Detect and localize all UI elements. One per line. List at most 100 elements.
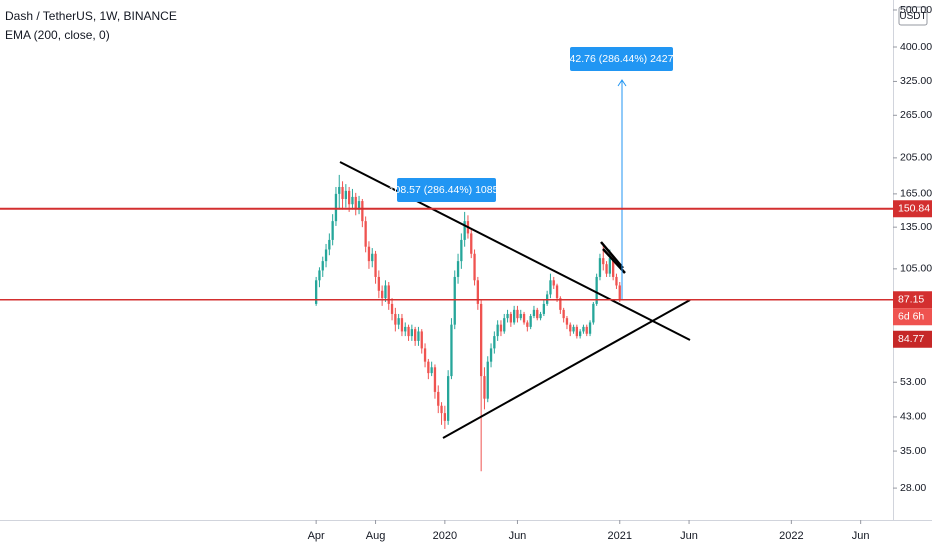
currency-label[interactable]: USDT (899, 11, 926, 22)
candle-body (351, 196, 354, 205)
candle-body (456, 261, 460, 277)
candle-body (407, 326, 410, 337)
candle-body (489, 348, 493, 362)
y-tick-label: 165.00 (900, 188, 932, 200)
countdown-label: 6d 6h (898, 311, 924, 323)
x-tick-label: 2022 (779, 530, 803, 542)
plot-area (314, 174, 621, 472)
candle-body (321, 261, 324, 271)
candle-body (536, 309, 539, 319)
candle-body (569, 324, 572, 332)
candle-body (559, 298, 562, 310)
candle-body (582, 326, 585, 332)
candle-body (483, 376, 486, 399)
candle-body (430, 367, 433, 374)
measure-label: 242.76 (286.44%) 24276 (564, 53, 680, 65)
currency-box[interactable] (898, 6, 928, 26)
y-tick-label: 325.00 (900, 75, 932, 87)
candle-body (529, 316, 532, 327)
candle-body (496, 324, 499, 337)
x-tick-label: Jun (852, 530, 870, 542)
measure-box (397, 178, 496, 202)
y-tick-label: 28.00 (900, 482, 926, 494)
candle-body (404, 326, 407, 332)
candle-body (397, 318, 400, 325)
candle-body (552, 280, 555, 286)
candle-body (499, 324, 503, 332)
candle-body (602, 258, 605, 265)
candle-body (463, 221, 466, 240)
price-label-box (893, 200, 932, 218)
candle-body (595, 276, 598, 304)
candle-body (486, 361, 489, 399)
x-tick-label: Jun (680, 530, 698, 542)
candle-body (542, 303, 546, 314)
candle-body (555, 285, 559, 299)
price-label: 150.84 (898, 203, 930, 215)
candle-body (460, 239, 463, 262)
candle-body (578, 331, 582, 337)
candle-body (453, 276, 456, 325)
x-tick-label: 2021 (608, 530, 632, 542)
candle-body (549, 280, 552, 295)
candle-body (493, 336, 496, 349)
candle-body (324, 249, 328, 262)
chart-title: Dash / TetherUS, 1W, BINANCE (5, 9, 177, 23)
x-tick-label: Aug (366, 530, 386, 542)
candle-body (611, 258, 615, 277)
candle-body (377, 276, 381, 291)
indicator-label: EMA (200, close, 0) (5, 28, 110, 42)
measure-arrow-head (617, 79, 627, 87)
y-tick-label: 400.00 (900, 41, 932, 53)
candle-body (608, 258, 612, 274)
candle-body (503, 318, 506, 332)
candle-body (400, 318, 404, 332)
candle-body (473, 253, 476, 281)
candle-body (387, 285, 390, 304)
candle-body (433, 367, 437, 392)
price-label: 87.15 (898, 294, 924, 306)
candle-body (605, 264, 608, 274)
candle-body (371, 253, 374, 262)
y-tick-label: 105.00 (900, 263, 932, 275)
x-tick-label: Jun (509, 530, 527, 542)
flag-line (600, 241, 624, 269)
candle-body (344, 190, 348, 199)
candle-body (506, 313, 509, 319)
candle-body (367, 246, 371, 262)
candle-body (341, 186, 344, 199)
candle-body (575, 326, 579, 337)
candle-body (394, 313, 397, 325)
y-tick-label: 43.00 (900, 411, 926, 423)
y-tick-label: 205.00 (900, 152, 932, 164)
ema-label-box (893, 330, 932, 348)
candle-body (314, 280, 318, 304)
candle-body (592, 303, 595, 323)
candle-body (440, 405, 443, 414)
candle-body (390, 303, 394, 314)
candle-body (562, 309, 565, 319)
candle-body (318, 270, 321, 281)
candle-body (427, 361, 430, 374)
candle-body (420, 331, 423, 349)
candle-body (338, 186, 341, 194)
candle-body (443, 413, 447, 421)
candle-body (585, 326, 588, 334)
candle-body (347, 190, 351, 205)
y-tick-label: 135.00 (900, 221, 932, 233)
y-tick-label: 500.00 (900, 4, 932, 16)
candle-body (519, 313, 522, 319)
candle-body (354, 196, 357, 210)
candle-body (446, 376, 450, 421)
countdown-box (893, 308, 932, 326)
candle-body (598, 258, 602, 277)
candle-body (410, 329, 414, 337)
candle-body (384, 285, 387, 299)
candle-body (374, 253, 377, 277)
candle-body (413, 329, 417, 341)
candle-body (512, 309, 516, 323)
candle-body (516, 309, 519, 319)
trend-line (442, 299, 691, 439)
measure-box (570, 47, 673, 71)
